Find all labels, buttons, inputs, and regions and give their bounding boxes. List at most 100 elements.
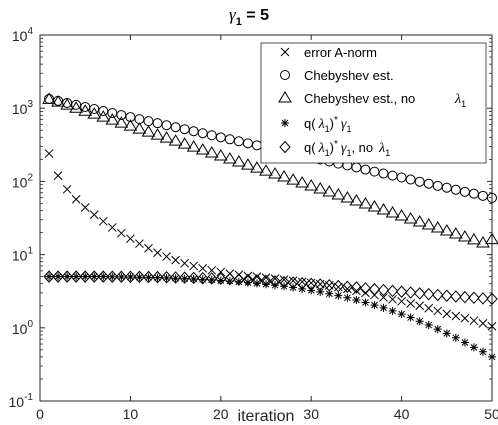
x-tick-label: 50 <box>484 406 498 422</box>
data-point-diamond <box>314 278 326 291</box>
data-point-asterisk <box>153 273 162 282</box>
data-point-x <box>297 277 307 287</box>
data-point-diamond <box>341 280 354 293</box>
data-point-x <box>44 149 54 158</box>
data-point-asterisk <box>451 333 460 342</box>
legend-q2-extra: , no <box>351 140 373 155</box>
y-tick-label: 103 <box>12 99 34 117</box>
data-point-triangle <box>430 221 445 233</box>
legend-box <box>260 42 487 164</box>
data-point-triangle <box>132 122 147 134</box>
legend-entry-error-a-norm: error A-norm <box>304 45 377 60</box>
data-point-diamond <box>450 290 462 303</box>
data-point-diamond <box>52 270 64 283</box>
data-point-x <box>478 319 488 328</box>
data-point-triangle <box>286 173 301 185</box>
series-q-1-1-no-1 <box>43 270 498 306</box>
data-point-triangle <box>259 164 273 176</box>
data-point-x <box>442 309 452 319</box>
data-point-o <box>468 188 479 199</box>
y-tick-base: 10 <box>12 174 28 190</box>
legend-q-prefix: q( <box>304 116 316 131</box>
y-tick-base: 10 <box>12 28 28 44</box>
data-point-asterisk <box>361 298 370 307</box>
legend-markers <box>278 47 292 154</box>
data-point-x <box>306 278 316 288</box>
y-tick-label: 104 <box>12 26 34 44</box>
data-point-triangle <box>213 149 228 161</box>
data-point-o <box>450 184 461 195</box>
data-point-x <box>469 316 479 326</box>
data-point-diamond <box>323 279 335 292</box>
data-point-x <box>89 210 99 220</box>
data-point-x <box>171 255 180 265</box>
y-tick-exponent: 1 <box>27 246 33 257</box>
data-point-x <box>243 271 253 281</box>
data-point-asterisk <box>99 272 108 281</box>
data-point-asterisk <box>216 276 225 285</box>
data-point-asterisk <box>54 272 63 281</box>
y-tick-base: 10 <box>12 101 28 117</box>
data-point-o <box>107 107 118 118</box>
data-point-triangle <box>250 161 264 173</box>
title-subscript: 1 <box>236 16 242 28</box>
x-tick-label: 30 <box>303 406 319 422</box>
data-point-diamond <box>477 292 489 305</box>
data-point-diamond <box>260 274 272 288</box>
data-point-diamond <box>423 287 435 301</box>
data-point-asterisk <box>406 313 415 322</box>
data-point-triangle <box>231 155 246 167</box>
y-tick-label: 100 <box>12 319 34 337</box>
data-point-triangle <box>141 125 156 137</box>
data-point-diamond <box>79 270 91 283</box>
data-point-diamond <box>142 270 155 284</box>
data-point-triangle <box>412 215 427 227</box>
data-point-asterisk <box>225 277 234 286</box>
data-point-asterisk <box>307 286 316 295</box>
data-point-triangle <box>476 236 490 248</box>
data-point-triangle <box>295 176 310 188</box>
data-point-asterisk <box>442 329 451 338</box>
data-point-x <box>126 234 135 244</box>
legend-entry-chebyshev-no-lambda: Chebyshev est., no <box>304 91 415 106</box>
data-point-diamond <box>368 282 381 296</box>
x-axis-ticks: 0 10 20 30 40 50 <box>36 35 498 422</box>
data-point-asterisk <box>243 278 252 287</box>
data-point-asterisk <box>469 343 478 352</box>
data-point-triangle <box>87 107 102 119</box>
data-point-diamond <box>115 270 128 284</box>
data-point-triangle <box>385 206 400 218</box>
x-tick-label: 20 <box>213 406 229 422</box>
data-point-x <box>252 272 262 281</box>
data-point-triangle <box>394 209 409 221</box>
data-point-asterisk <box>460 338 469 347</box>
data-point-asterisk <box>343 293 352 302</box>
legend-q-star: * <box>334 115 338 126</box>
data-point-x <box>62 184 72 194</box>
data-point-diamond <box>459 290 471 304</box>
legend-q2-prefix: q( <box>304 140 316 155</box>
data-point-diamond <box>432 288 444 302</box>
data-point-triangle <box>304 179 319 191</box>
y-tick-exponent: 3 <box>27 99 33 110</box>
data-point-triangle <box>313 182 328 194</box>
data-point-diamond <box>197 271 209 285</box>
data-point-asterisk <box>415 317 424 326</box>
data-point-x <box>80 203 90 212</box>
legend-q2-star: * <box>334 139 338 150</box>
data-point-asterisk <box>81 272 90 281</box>
data-point-asterisk <box>478 347 487 356</box>
data-point-x <box>487 321 497 331</box>
data-point-triangle <box>204 146 219 158</box>
legend-marker-x <box>280 47 290 57</box>
data-point-asterisk <box>334 291 343 300</box>
legend-q2-lambda: λ <box>318 141 325 156</box>
legend-q-gamma-sub: 1 <box>346 124 351 134</box>
data-point-triangle <box>241 158 255 170</box>
x-tick-label: 40 <box>394 406 410 422</box>
data-point-asterisk <box>198 275 207 284</box>
data-point-x <box>98 216 108 226</box>
data-point-asterisk <box>488 352 496 361</box>
data-point-diamond <box>169 271 182 284</box>
data-point-diamond <box>332 279 344 293</box>
